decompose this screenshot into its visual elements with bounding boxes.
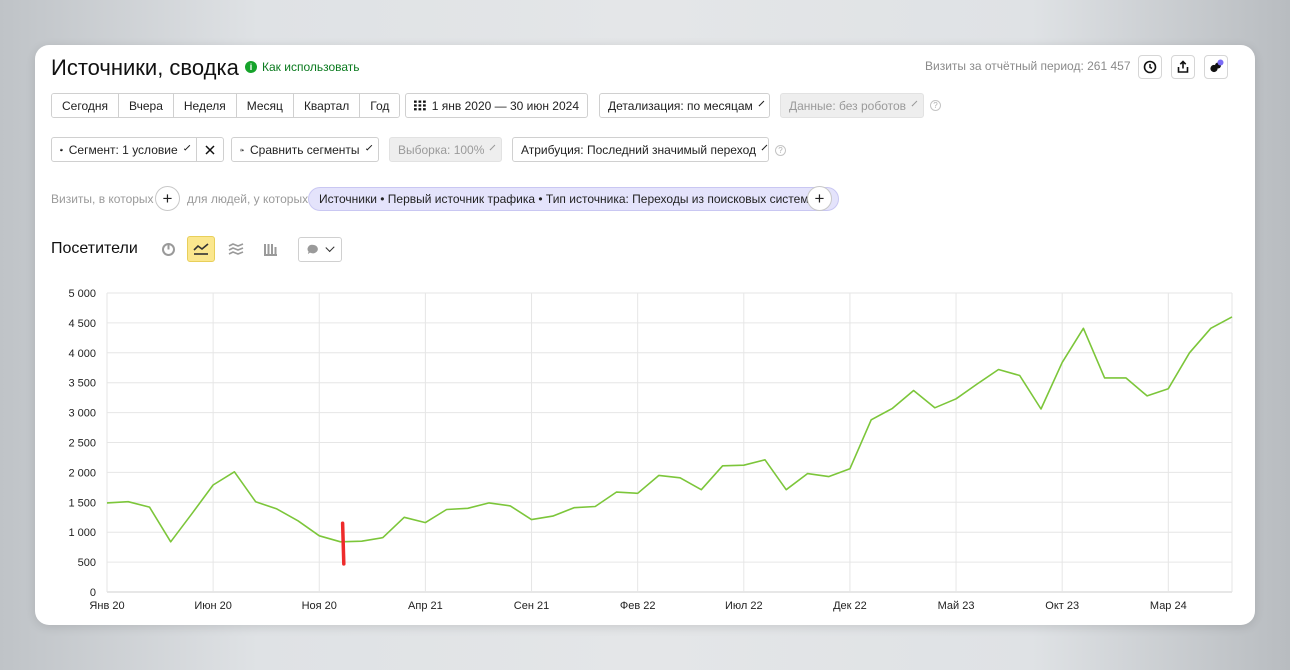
- compare-label: Сравнить сегменты: [249, 142, 360, 157]
- assistant-button[interactable]: [1204, 55, 1228, 79]
- chart-title: Посетители: [51, 240, 138, 257]
- x-tick-label: Сен 21: [514, 600, 549, 612]
- y-tick-label: 2 500: [68, 438, 96, 450]
- period-selector: Сегодня Вчера Неделя Месяц Квартал Год: [51, 93, 401, 118]
- date-range-label: 1 янв 2020 — 30 июн 2024: [431, 98, 579, 113]
- y-tick-label: 2 000: [68, 467, 96, 479]
- clear-segment-button[interactable]: [196, 137, 224, 162]
- report-card: Источники, сводка i Как использовать Виз…: [35, 45, 1255, 625]
- annotations-dropdown[interactable]: [298, 237, 342, 262]
- clock-icon: [1143, 60, 1157, 74]
- compare-icon: [240, 147, 244, 151]
- chart-type-line[interactable]: [187, 236, 215, 262]
- data-filter-dropdown[interactable]: Данные: без роботов: [780, 93, 924, 118]
- period-year[interactable]: Год: [360, 94, 400, 117]
- period-today[interactable]: Сегодня: [52, 94, 119, 117]
- detail-label: Детализация: по месяцам: [608, 98, 753, 113]
- x-tick-label: Мар 24: [1150, 600, 1187, 612]
- chart-type-area[interactable]: [222, 236, 250, 262]
- period-week[interactable]: Неделя: [173, 94, 237, 117]
- x-tick-label: Апр 21: [408, 600, 443, 612]
- y-tick-label: 4 500: [68, 318, 96, 330]
- bar-chart-icon: [264, 243, 277, 256]
- y-tick-label: 0: [90, 587, 96, 599]
- y-tick-label: 5 000: [68, 288, 96, 300]
- y-tick-label: 4 000: [68, 348, 96, 360]
- page-title: Источники, сводка: [51, 55, 239, 80]
- visitors-line-chart: 0 500 1 000 1 500 2 000 2 500 3 000 3 500 4 000 4…: [68, 288, 1233, 612]
- pie-chart-icon: [161, 242, 175, 256]
- attribution-label: Атрибуция: Последний значимый переход: [521, 142, 756, 157]
- chart-type-pie[interactable]: [154, 236, 182, 262]
- chart-type-bar[interactable]: [256, 236, 284, 262]
- help-icon[interactable]: ?: [775, 145, 786, 156]
- y-tick-label: 1 500: [68, 497, 96, 509]
- export-button[interactable]: [1171, 55, 1195, 79]
- filter-tag-label: Источники • Первый источник трафика • Ти…: [319, 192, 809, 206]
- sample-dropdown[interactable]: Выборка: 100%: [389, 137, 502, 162]
- assistant-icon: [1210, 59, 1224, 73]
- detail-dropdown[interactable]: Детализация: по месяцам: [599, 93, 770, 118]
- add-visits-condition-button[interactable]: +: [155, 186, 180, 211]
- plus-icon: +: [162, 189, 173, 208]
- comment-icon: [307, 244, 318, 255]
- calendar-icon: [414, 100, 426, 111]
- x-tick-label: Янв 20: [89, 600, 124, 612]
- share-icon: [1177, 60, 1189, 73]
- x-tick-label: Окт 23: [1045, 600, 1079, 612]
- help-icon[interactable]: ?: [930, 100, 941, 111]
- x-tick-label: Июл 22: [725, 600, 763, 612]
- visits-total: Визиты за отчётный период: 261 457: [925, 59, 1131, 73]
- close-icon: [205, 144, 215, 155]
- y-tick-label: 3 000: [68, 408, 96, 420]
- annotation-marker: [340, 521, 346, 566]
- segment-dropdown[interactable]: Сегмент: 1 условие: [51, 137, 197, 162]
- area-chart-icon: [228, 243, 244, 255]
- info-icon: i: [245, 61, 257, 73]
- sample-label: Выборка: 100%: [398, 142, 485, 157]
- attribution-dropdown[interactable]: Атрибуция: Последний значимый переход: [512, 137, 769, 162]
- plus-icon: +: [814, 189, 825, 208]
- how-to-use-label: Как использовать: [262, 60, 360, 74]
- period-month[interactable]: Месяц: [236, 94, 294, 117]
- pie-chart-icon: [60, 148, 63, 151]
- line-chart-icon: [193, 243, 209, 255]
- y-tick-label: 1 000: [68, 527, 96, 539]
- visits-filter-label: Визиты, в которых: [51, 192, 154, 206]
- period-quarter[interactable]: Квартал: [293, 94, 361, 117]
- filter-tag[interactable]: Источники • Первый источник трафика • Ти…: [308, 187, 839, 211]
- x-tick-label: Фев 22: [620, 600, 656, 612]
- x-tick-label: Дек 22: [833, 600, 867, 612]
- period-yesterday[interactable]: Вчера: [119, 94, 174, 117]
- compare-segments-dropdown[interactable]: Сравнить сегменты: [231, 137, 379, 162]
- x-tick-label: Ноя 20: [302, 600, 337, 612]
- data-filter-label: Данные: без роботов: [789, 98, 907, 113]
- y-tick-label: 500: [78, 557, 96, 569]
- visitors-series-line: [106, 316, 1233, 543]
- x-tick-label: Июн 20: [194, 600, 232, 612]
- segment-label: Сегмент: 1 условие: [68, 142, 178, 157]
- x-tick-label: Май 23: [938, 600, 975, 612]
- add-people-condition-button[interactable]: +: [807, 186, 832, 211]
- how-to-use-link[interactable]: i Как использовать: [245, 60, 360, 74]
- history-button[interactable]: [1138, 55, 1162, 79]
- y-tick-label: 3 500: [68, 378, 96, 390]
- people-filter-label: для людей, у которых: [187, 192, 309, 206]
- date-range-picker[interactable]: 1 янв 2020 — 30 июн 2024: [405, 93, 588, 118]
